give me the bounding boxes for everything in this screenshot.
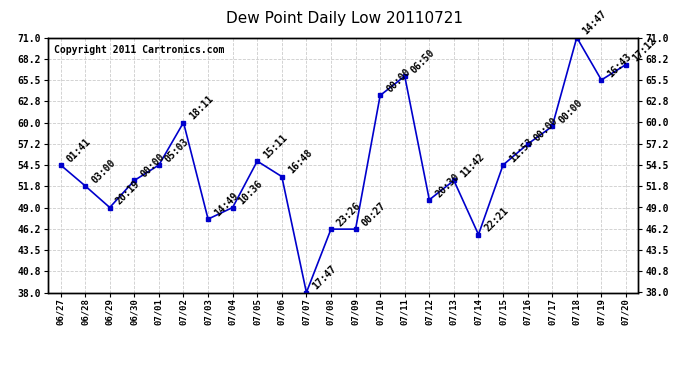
Text: 15:11: 15:11 bbox=[262, 132, 289, 160]
Text: 17:12: 17:12 bbox=[630, 36, 658, 64]
Text: 00:00: 00:00 bbox=[384, 67, 412, 94]
Text: 10:36: 10:36 bbox=[237, 179, 265, 207]
Text: 00:00: 00:00 bbox=[139, 152, 166, 180]
Text: 20:30: 20:30 bbox=[433, 171, 462, 199]
Text: 18:11: 18:11 bbox=[188, 94, 215, 122]
Text: 11:42: 11:42 bbox=[458, 152, 486, 180]
Text: 06:50: 06:50 bbox=[409, 48, 437, 75]
Text: 14:49: 14:49 bbox=[213, 190, 240, 218]
Text: 22:21: 22:21 bbox=[482, 206, 511, 234]
Text: 05:03: 05:03 bbox=[163, 136, 191, 164]
Text: 00:00: 00:00 bbox=[532, 116, 560, 143]
Text: 00:27: 00:27 bbox=[359, 201, 388, 228]
Text: 20:19: 20:19 bbox=[114, 179, 141, 207]
Text: 17:47: 17:47 bbox=[310, 264, 338, 292]
Text: 14:47: 14:47 bbox=[581, 9, 609, 37]
Text: 01:41: 01:41 bbox=[65, 136, 92, 164]
Text: 03:00: 03:00 bbox=[89, 157, 117, 185]
Text: Dew Point Daily Low 20110721: Dew Point Daily Low 20110721 bbox=[226, 11, 464, 26]
Text: Copyright 2011 Cartronics.com: Copyright 2011 Cartronics.com bbox=[55, 45, 224, 55]
Text: 16:48: 16:48 bbox=[286, 148, 314, 176]
Text: 00:00: 00:00 bbox=[556, 98, 584, 126]
Text: 23:26: 23:26 bbox=[335, 201, 363, 228]
Text: 11:53: 11:53 bbox=[507, 136, 535, 164]
Text: 16:43: 16:43 bbox=[606, 51, 633, 79]
